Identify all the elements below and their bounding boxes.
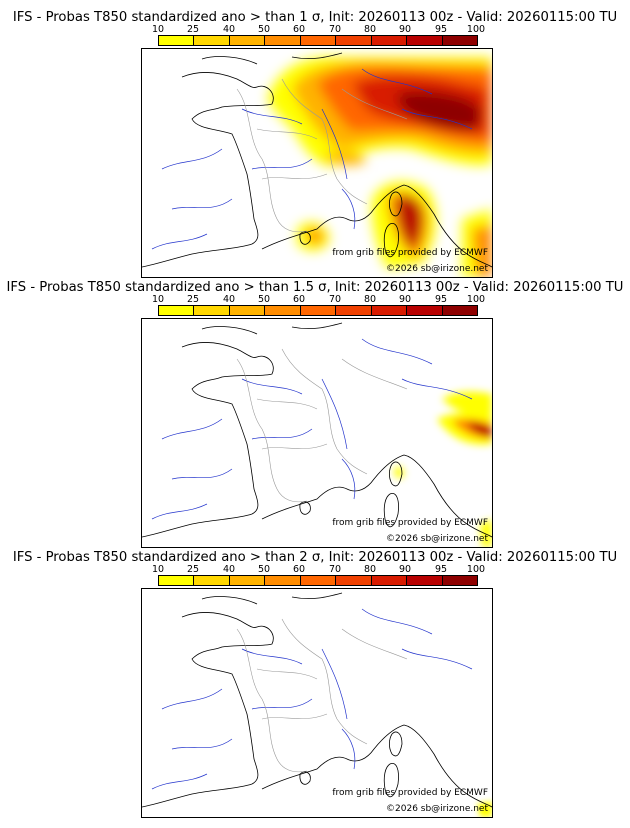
colorbar-label: 50 — [257, 24, 271, 35]
rivers — [151, 68, 473, 250]
coastlines — [142, 52, 492, 268]
colorbar-labels: 10 25 40 50 60 70 80 90 95 100 — [150, 294, 486, 305]
colorbar-labels: 10 25 40 50 60 70 80 90 95 100 — [150, 564, 486, 575]
colorbar-swatch — [159, 36, 195, 45]
admin-borders — [236, 78, 408, 233]
colorbar-swatch — [229, 576, 266, 585]
credit-source: from grib files provided by ECMWF — [332, 248, 488, 258]
colorbar-label: 10 — [151, 24, 165, 35]
colorbar-label: 25 — [186, 564, 200, 575]
colorbar-swatch — [229, 36, 266, 45]
colorbar-label: 60 — [292, 24, 306, 35]
colorbar-swatch — [371, 576, 408, 585]
colorbar-swatch — [300, 306, 337, 315]
colorbar-label: 50 — [257, 564, 271, 575]
colorbar-label: 40 — [222, 564, 236, 575]
admin-borders — [236, 348, 408, 503]
colorbar-swatch — [265, 576, 301, 585]
colorbar-label: 10 — [151, 294, 165, 305]
colorbar-label: 95 — [434, 24, 448, 35]
credit-copyright: ©2026 sb@irizone.net — [386, 804, 488, 814]
colorbar-swatch — [371, 36, 408, 45]
colorbar-swatch — [194, 576, 230, 585]
colorbar-label: 70 — [328, 564, 342, 575]
colorbar-label: 95 — [434, 564, 448, 575]
rivers — [151, 338, 473, 520]
colorbar-swatch — [159, 306, 195, 315]
colorbar-label: 40 — [222, 24, 236, 35]
colorbar-swatch — [336, 576, 372, 585]
colorbar-label: 10 — [151, 564, 165, 575]
credit-source: from grib files provided by ECMWF — [332, 788, 488, 798]
colorbar-label: 80 — [363, 24, 377, 35]
colorbar-label: 70 — [328, 294, 342, 305]
colorbar-label: 25 — [186, 294, 200, 305]
colorbar-swatch — [159, 576, 195, 585]
colorbar-label: 100 — [466, 294, 486, 305]
coastlines — [142, 322, 492, 538]
colorbar-swatch — [407, 306, 443, 315]
map-panel-1-5-sigma: IFS - Probas T850 standardized ano > tha… — [0, 270, 630, 548]
colorbar — [158, 305, 478, 316]
credit-copyright: ©2026 sb@irizone.net — [386, 534, 488, 544]
colorbar-label: 90 — [398, 564, 412, 575]
colorbar-swatch — [407, 576, 443, 585]
colorbar-label: 60 — [292, 294, 306, 305]
panel-title: IFS - Probas T850 standardized ano > tha… — [6, 280, 624, 295]
colorbar-label: 50 — [257, 294, 271, 305]
colorbar-swatch — [371, 306, 408, 315]
colorbar-label: 100 — [466, 24, 486, 35]
colorbar-swatch — [407, 36, 443, 45]
colorbar-label: 40 — [222, 294, 236, 305]
map-panel-1-sigma: IFS - Probas T850 standardized ano > tha… — [0, 0, 630, 278]
colorbar-swatch — [442, 576, 477, 585]
credit-copyright: ©2026 sb@irizone.net — [386, 264, 488, 274]
colorbar-label: 70 — [328, 24, 342, 35]
colorbar-label: 100 — [466, 564, 486, 575]
colorbar-swatch — [442, 306, 477, 315]
colorbar — [158, 35, 478, 46]
colorbar-label: 80 — [363, 294, 377, 305]
colorbar-swatch — [442, 36, 477, 45]
colorbar — [158, 575, 478, 586]
map-area: from grib files provided by ECMWF ©2026 … — [141, 318, 493, 548]
colorbar-label: 80 — [363, 564, 377, 575]
colorbar-swatch — [194, 36, 230, 45]
map-area: from grib files provided by ECMWF ©2026 … — [141, 48, 493, 278]
colorbar-label: 95 — [434, 294, 448, 305]
rivers — [151, 608, 473, 790]
colorbar-label: 90 — [398, 294, 412, 305]
colorbar-label: 25 — [186, 24, 200, 35]
panel-title: IFS - Probas T850 standardized ano > tha… — [12, 550, 618, 565]
panel-title: IFS - Probas T850 standardized ano > tha… — [12, 10, 618, 25]
map-area: from grib files provided by ECMWF ©2026 … — [141, 588, 493, 818]
colorbar-label: 60 — [292, 564, 306, 575]
probability-field — [267, 56, 492, 277]
colorbar-swatch — [336, 36, 372, 45]
map-panel-2-sigma: IFS - Probas T850 standardized ano > tha… — [0, 540, 630, 818]
colorbar-swatch — [300, 576, 337, 585]
colorbar-swatch — [265, 306, 301, 315]
colorbar-labels: 10 25 40 50 60 70 80 90 95 100 — [150, 24, 486, 35]
probability-map: from grib files provided by ECMWF ©2026 … — [142, 322, 492, 547]
colorbar-swatch — [336, 306, 372, 315]
colorbar-swatch — [300, 36, 337, 45]
admin-borders — [236, 618, 408, 773]
colorbar-swatch — [229, 306, 266, 315]
probability-map: from grib files provided by ECMWF ©2026 … — [142, 592, 492, 817]
colorbar-swatch — [194, 306, 230, 315]
coastlines — [142, 592, 492, 808]
colorbar-swatch — [265, 36, 301, 45]
colorbar-label: 90 — [398, 24, 412, 35]
credit-source: from grib files provided by ECMWF — [332, 518, 488, 528]
probability-map: from grib files provided by ECMWF ©2026 … — [142, 52, 492, 277]
probability-field — [394, 391, 492, 547]
